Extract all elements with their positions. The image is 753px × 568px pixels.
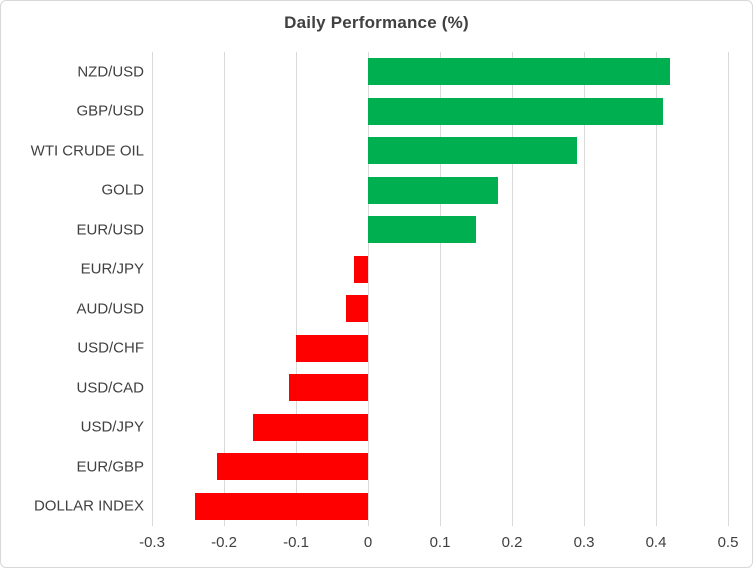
x-tick-label: 0.4 (645, 534, 667, 551)
gridline (655, 52, 657, 526)
x-tick-label: 0.3 (573, 534, 595, 551)
x-tick-label: 0 (363, 534, 373, 551)
category-label: WTI CRUDE OIL (30, 142, 144, 160)
bar (346, 295, 368, 323)
bar (296, 334, 368, 362)
bar (368, 97, 664, 125)
category-label: EUR/JPY (80, 260, 144, 278)
category-label: NZD/USD (77, 63, 144, 81)
gridline (223, 52, 225, 526)
bar (368, 176, 498, 204)
gridline (583, 52, 585, 526)
x-axis: -0.3 -0.2 -0.1 0 0.1 0.2 0.3 0.4 0.5 (139, 534, 738, 556)
chart-title: Daily Performance (%) (284, 13, 469, 32)
x-tick-label: 0.5 (717, 534, 739, 551)
category-axis: NZD/USD GBP/USD WTI CRUDE OIL GOLD EUR/USD EU… (1, 52, 144, 526)
category-label: DOLLAR INDEX (33, 497, 144, 515)
x-tick-label: -0.2 (211, 534, 237, 551)
bar (252, 413, 368, 441)
gridline (727, 52, 729, 526)
category-label: USD/CAD (76, 379, 144, 397)
x-tick-label: 0.2 (501, 534, 523, 551)
category-label: AUD/USD (76, 300, 144, 318)
gridline (367, 52, 369, 526)
bar (353, 255, 368, 283)
category-label: EUR/USD (76, 221, 144, 239)
bar (368, 137, 577, 165)
bar (216, 453, 368, 481)
gridline (439, 52, 441, 526)
category-label: GBP/USD (76, 102, 144, 120)
gridline (511, 52, 513, 526)
bar (368, 58, 671, 86)
bar (288, 374, 368, 402)
gridline (151, 52, 153, 526)
category-label: GOLD (101, 181, 144, 199)
x-tick-label: -0.1 (283, 534, 309, 551)
plot-area (151, 52, 729, 526)
category-label: USD/JPY (80, 418, 144, 436)
gridline (295, 52, 297, 526)
bar (195, 492, 368, 520)
x-tick-label: -0.3 (139, 534, 165, 551)
category-label: USD/CHF (77, 339, 144, 357)
bar (368, 216, 476, 244)
x-tick-label: 0.1 (429, 534, 451, 551)
category-label: EUR/GBP (76, 458, 144, 476)
